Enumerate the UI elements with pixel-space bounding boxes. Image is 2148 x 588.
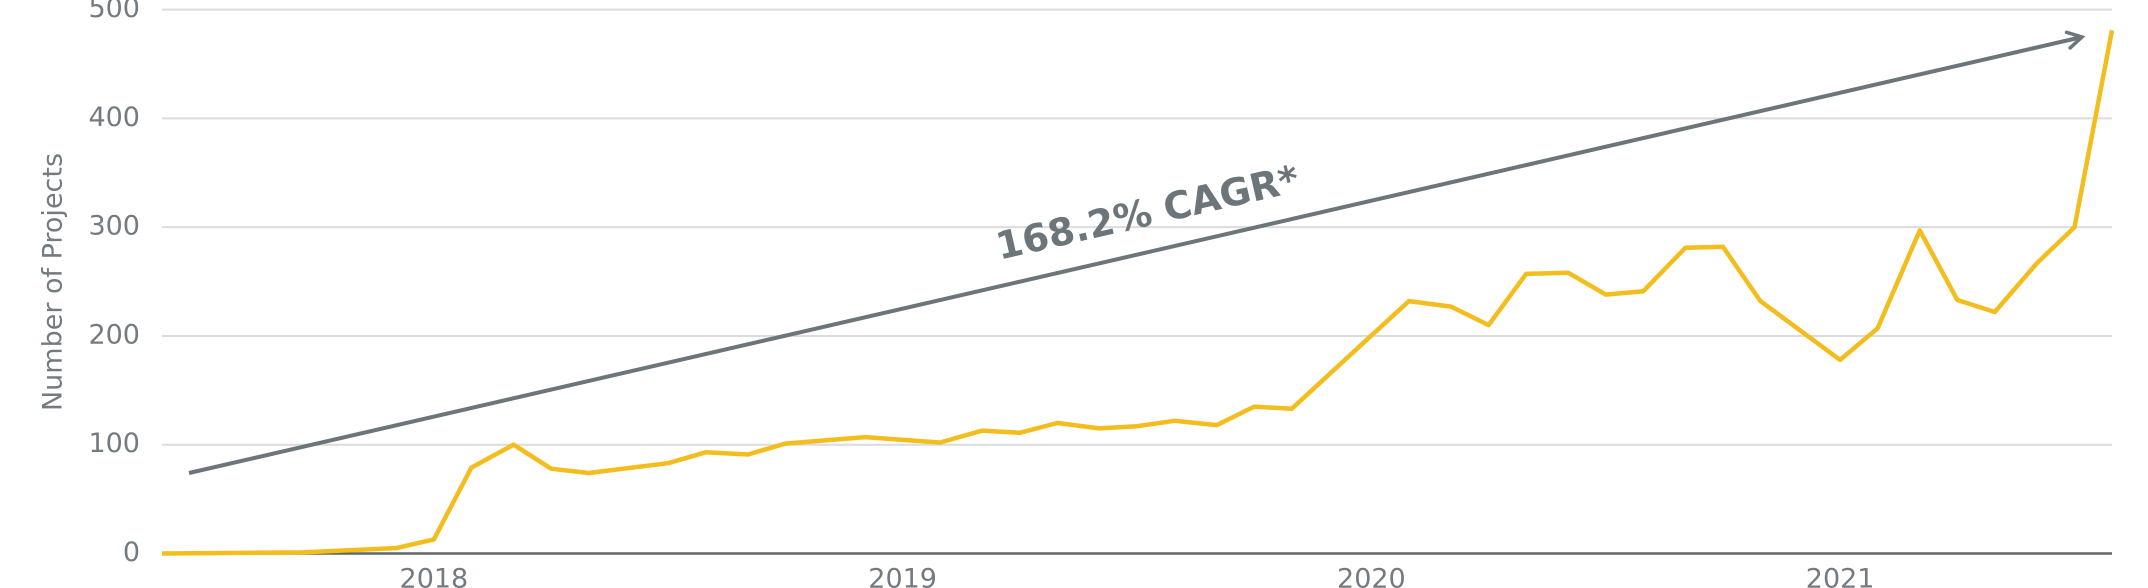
y-tick-label: 200: [88, 319, 140, 350]
y-tick-label: 100: [88, 428, 140, 459]
x-tick-label: 2021: [1806, 564, 1875, 588]
y-tick-label: 0: [123, 537, 140, 568]
x-tick-label: 2018: [400, 564, 469, 588]
data-line: [161, 29, 2115, 556]
y-tick-label: 500: [88, 0, 140, 24]
y-tick-label: 400: [88, 102, 140, 133]
cagr-arrow: [188, 30, 2086, 475]
y-tick-label: 300: [88, 211, 140, 242]
x-tick-label: 2020: [1337, 564, 1406, 588]
y-axis-label: Number of Projects: [38, 153, 69, 411]
x-tick-label: 2019: [868, 564, 937, 588]
grid: [162, 8, 2112, 555]
